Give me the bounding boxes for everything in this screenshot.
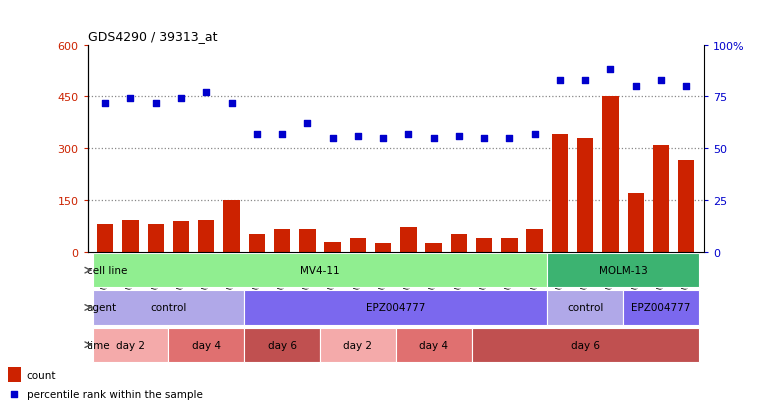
Text: EPZ004777: EPZ004777 [632,303,691,313]
Point [428,135,440,142]
Point [225,100,237,107]
Bar [168,328,244,362]
Bar [88,252,704,413]
Bar [97,224,113,252]
Point [326,135,339,142]
Text: time: time [87,340,110,350]
Point [377,135,389,142]
Point [124,96,136,102]
Bar [249,235,265,252]
Text: day 4: day 4 [192,340,221,350]
Bar [602,97,619,252]
Text: MOLM-13: MOLM-13 [599,266,648,275]
Bar [320,328,396,362]
Bar [324,242,341,252]
Bar [527,230,543,252]
Bar [349,238,366,252]
Bar [148,224,164,252]
Bar [223,201,240,252]
Point [529,131,541,138]
Point [478,135,490,142]
Bar [375,243,391,252]
Text: cell line: cell line [87,266,127,275]
Bar [623,291,699,325]
Bar [93,254,547,287]
Text: day 6: day 6 [571,340,600,350]
Text: day 2: day 2 [343,340,372,350]
Point [503,135,515,142]
Point [403,131,415,138]
Bar [476,239,492,252]
Bar [244,328,320,362]
Point [200,90,212,96]
Bar [628,193,644,252]
Point [175,96,187,102]
Point [554,77,566,84]
Bar [653,145,669,252]
Text: control: control [567,303,603,313]
Text: agent: agent [87,303,117,313]
Bar [472,328,699,362]
Bar [501,239,517,252]
Point [604,67,616,74]
Text: day 2: day 2 [116,340,145,350]
Point [8,391,21,398]
Bar [678,161,695,252]
Text: percentile rank within the sample: percentile rank within the sample [27,389,202,399]
Bar [577,138,594,252]
Bar [547,254,699,287]
Bar [552,135,568,252]
Text: day 4: day 4 [419,340,448,350]
Bar [400,228,416,252]
Point [250,131,263,138]
Text: control: control [150,303,186,313]
Bar [173,222,189,252]
Point [99,100,111,107]
Point [579,77,591,84]
Point [276,131,288,138]
Bar [198,221,215,252]
Text: EPZ004777: EPZ004777 [366,303,425,313]
Point [453,133,465,140]
Text: day 6: day 6 [268,340,297,350]
Point [655,77,667,84]
Bar [8,368,21,382]
Point [680,83,693,90]
Bar [451,235,467,252]
Bar [93,291,244,325]
Bar [274,230,290,252]
Bar [244,291,547,325]
Bar [396,328,472,362]
Bar [547,291,623,325]
Point [629,83,642,90]
Bar [123,221,139,252]
Point [301,121,314,127]
Text: MV4-11: MV4-11 [300,266,339,275]
Point [150,100,162,107]
Bar [93,328,168,362]
Text: count: count [27,370,56,380]
Bar [299,230,316,252]
Text: GDS4290 / 39313_at: GDS4290 / 39313_at [88,30,217,43]
Bar [425,243,442,252]
Point [352,133,364,140]
